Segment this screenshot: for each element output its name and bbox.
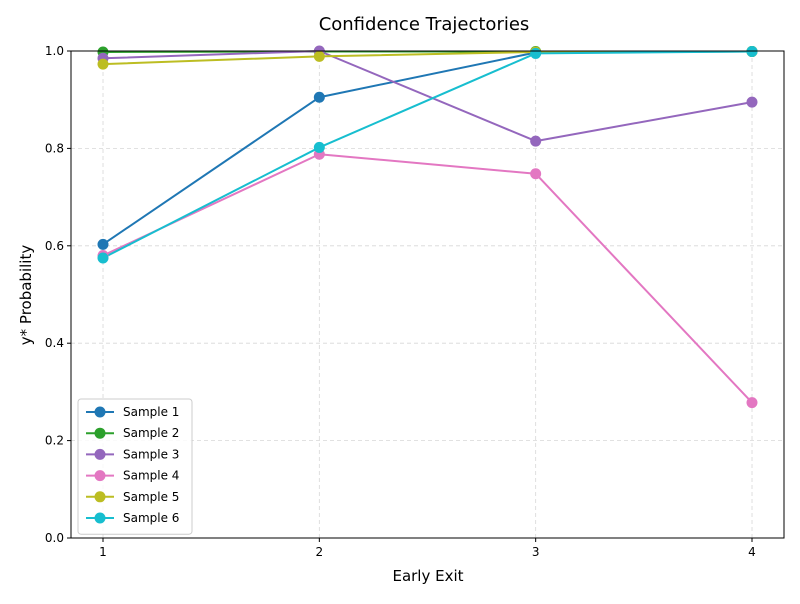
- y-tick-label: 0.2: [45, 434, 64, 448]
- y-tick-label: 0.0: [45, 531, 64, 545]
- legend-marker: [95, 513, 106, 524]
- series-line-sample-5: [103, 51, 752, 64]
- legend-label: Sample 4: [123, 469, 179, 483]
- data-point-sample-6: [98, 252, 109, 263]
- x-tick-label: 4: [748, 545, 756, 559]
- legend: Sample 1 Sample 2 Sample 3 Sample 4 Sample 5…: [78, 399, 192, 534]
- y-axis-label: y* Probability: [17, 245, 35, 346]
- legend-marker: [95, 407, 106, 418]
- data-point-sample-1: [314, 92, 325, 103]
- y-tick-label: 0.6: [45, 239, 64, 253]
- series-line-sample-4: [103, 154, 752, 402]
- x-tick-label: 1: [99, 545, 107, 559]
- legend-label: Sample 3: [123, 447, 179, 461]
- data-point-sample-3: [747, 97, 758, 108]
- data-point-sample-6: [530, 48, 541, 59]
- x-tick-label: 2: [316, 545, 324, 559]
- data-point-sample-4: [747, 397, 758, 408]
- data-point-sample-3: [530, 136, 541, 147]
- data-point-sample-5: [98, 59, 109, 70]
- data-point-sample-6: [314, 142, 325, 153]
- series-line-sample-3: [103, 51, 752, 141]
- legend-marker: [95, 428, 106, 439]
- legend-label: Sample 2: [123, 426, 179, 440]
- x-tick-label: 3: [532, 545, 540, 559]
- legend-marker: [95, 470, 106, 481]
- data-point-sample-1: [98, 239, 109, 250]
- series-line-sample-6: [103, 51, 752, 257]
- legend-label: Sample 1: [123, 405, 179, 419]
- chart-title: Confidence Trajectories: [319, 14, 530, 35]
- legend-label: Sample 5: [123, 490, 179, 504]
- y-tick-label: 1.0: [45, 44, 64, 58]
- x-axis-label: Early Exit: [392, 567, 463, 585]
- y-tick-label: 0.4: [45, 336, 64, 350]
- legend-marker: [95, 449, 106, 460]
- series-lines: [103, 51, 752, 403]
- data-point-sample-4: [530, 168, 541, 179]
- series-line-sample-1: [103, 51, 752, 244]
- y-tick-label: 0.8: [45, 141, 64, 155]
- legend-label: Sample 6: [123, 511, 179, 525]
- legend-marker: [95, 491, 106, 502]
- data-point-sample-5: [314, 51, 325, 62]
